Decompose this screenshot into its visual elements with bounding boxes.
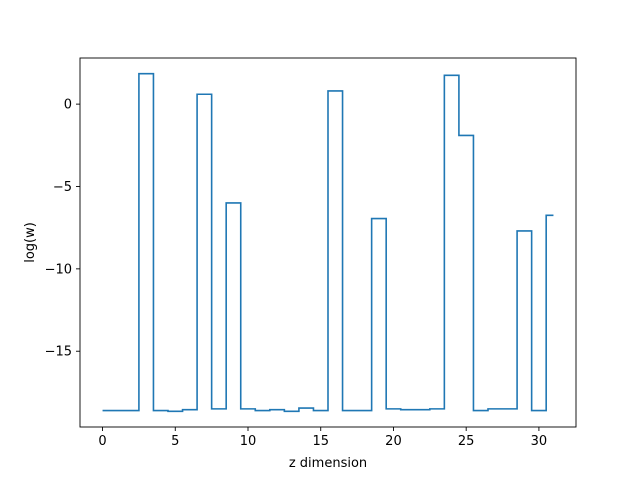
x-tick-label: 25: [458, 434, 475, 449]
x-tick-label: 5: [171, 434, 179, 449]
y-tick-label: −5: [53, 180, 72, 195]
axes: 0 5 10 15 20 25 30 0 −5 −10 −15: [45, 57, 577, 449]
plot-area: [80, 58, 576, 427]
x-tick-label: 0: [98, 434, 106, 449]
x-axis-label: z dimension: [289, 456, 367, 471]
axes-frame: [79, 57, 577, 428]
x-tick-label: 15: [312, 434, 329, 449]
y-axis-label: log(w): [23, 222, 38, 263]
x-tick-label: 10: [240, 434, 257, 449]
series-line-0: [102, 72, 554, 413]
x-tick-label: 20: [385, 434, 402, 449]
y-tick-label: −10: [45, 262, 72, 277]
x-tick-label: 30: [531, 434, 548, 449]
y-tick-label: −15: [45, 345, 72, 360]
y-tick-label: 0: [64, 98, 72, 113]
